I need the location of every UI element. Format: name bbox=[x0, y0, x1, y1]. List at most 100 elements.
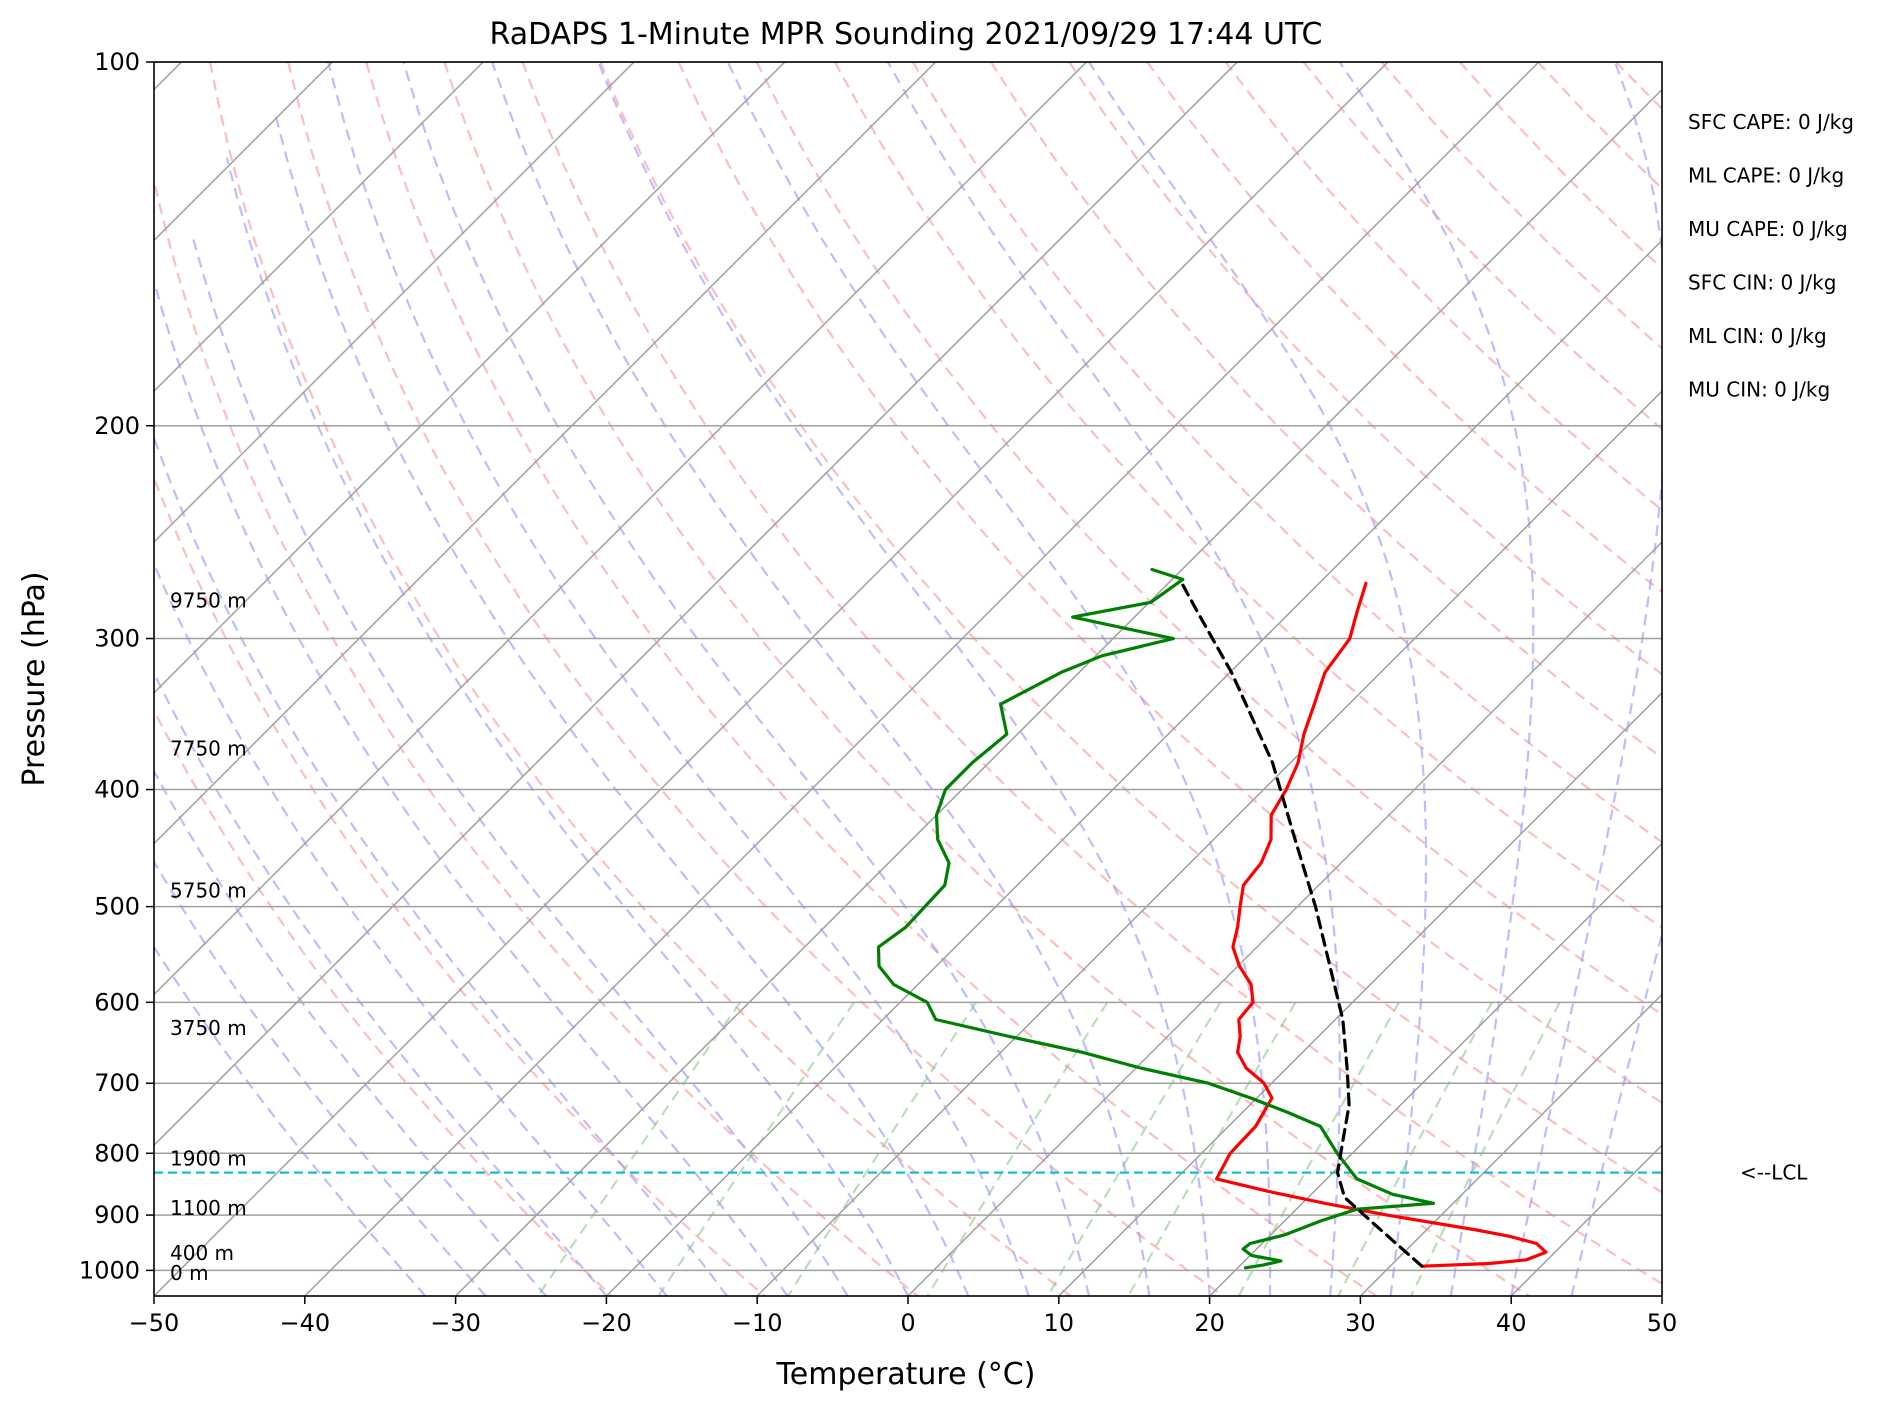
moist-adiabat-line bbox=[1338, 62, 1535, 1296]
moist-adiabat-line bbox=[273, 111, 970, 1296]
stability-index-text: ML CAPE: 0 J/kg bbox=[1688, 164, 1844, 188]
x-tick-label: −40 bbox=[279, 1309, 330, 1337]
moist-adiabat-line bbox=[154, 434, 728, 1296]
y-axis-label: Pressure (hPa) bbox=[17, 571, 52, 786]
x-tick-label: 20 bbox=[1194, 1309, 1225, 1337]
moist-adiabat-line bbox=[192, 238, 849, 1296]
dry-adiabat-line bbox=[755, 62, 1662, 1016]
isotherm-line bbox=[1359, 993, 1662, 1296]
dry-adiabat-line bbox=[287, 62, 1225, 1296]
y-tick-label: 200 bbox=[94, 412, 140, 440]
isotherm-line bbox=[154, 62, 937, 845]
y-tick-label: 400 bbox=[94, 776, 140, 804]
chart-title: RaDAPS 1-Minute MPR Sounding 2021/09/29 … bbox=[490, 17, 1323, 52]
x-axis-ticks: −50 −40 −30 −20 −10 0 10 20 30 40 50 bbox=[129, 1296, 1678, 1337]
dry-adiabat-line bbox=[154, 175, 919, 1296]
height-label: 400 m bbox=[170, 1241, 234, 1265]
isotherm-line bbox=[1209, 842, 1662, 1296]
isotherm-line bbox=[756, 390, 1662, 1296]
profile-lines bbox=[876, 567, 1548, 1270]
dry-adiabat-line bbox=[990, 62, 1662, 760]
mixing-ratio-line bbox=[1410, 1001, 1561, 1296]
moist-adiabat-line bbox=[154, 670, 608, 1296]
x-tick-label: −30 bbox=[430, 1309, 481, 1337]
stability-index-text: MU CAPE: 0 J/kg bbox=[1688, 217, 1848, 241]
isotherm-line bbox=[154, 62, 1238, 1147]
isotherm-line bbox=[154, 62, 786, 694]
height-label: 3750 m bbox=[170, 1016, 247, 1040]
dry-adiabat-line bbox=[599, 62, 1662, 1194]
height-labels: 9750 m 7750 m 5750 m 3750 m 1900 m 1100 m 400 … bbox=[170, 588, 247, 1285]
stability-indices: SFC CAPE: 0 J/kg ML CAPE: 0 J/kg MU CAPE: … bbox=[1688, 110, 1854, 402]
isotherm-line bbox=[154, 62, 1087, 996]
y-tick-label: 100 bbox=[94, 48, 140, 76]
stability-index-text: SFC CIN: 0 J/kg bbox=[1688, 271, 1836, 295]
height-label: 0 m bbox=[170, 1261, 209, 1285]
moist-adiabat-line bbox=[154, 944, 427, 1296]
isotherm-line bbox=[455, 88, 1662, 1296]
moist-adiabat-line bbox=[1570, 929, 1662, 1296]
y-tick-label: 600 bbox=[94, 988, 140, 1016]
y-axis-ticks: 100 200 300 400 500 600 700 800 900 1000 bbox=[79, 48, 154, 1284]
stability-index-text: MU CIN: 0 J/kg bbox=[1688, 378, 1830, 402]
mixing-ratio-line bbox=[1127, 1001, 1297, 1296]
dry-adiabat-line bbox=[677, 62, 1662, 1104]
isotherm-line bbox=[154, 62, 484, 393]
x-tick-label: −10 bbox=[732, 1309, 783, 1337]
isotherm-line bbox=[605, 239, 1662, 1296]
height-label: 1100 m bbox=[170, 1196, 247, 1220]
moist-adiabat-line bbox=[1087, 62, 1428, 1296]
moist-adiabat-line bbox=[491, 62, 1151, 1296]
mixing-ratio-line bbox=[536, 1001, 742, 1296]
x-tick-label: 40 bbox=[1496, 1309, 1527, 1337]
y-tick-label: 700 bbox=[94, 1069, 140, 1097]
height-label: 1900 m bbox=[170, 1147, 247, 1171]
x-tick-label: 10 bbox=[1044, 1309, 1075, 1337]
dewpoint-line bbox=[876, 567, 1436, 1270]
mixing-ratio-line bbox=[657, 1001, 855, 1296]
x-tick-label: 50 bbox=[1647, 1309, 1678, 1337]
y-tick-label: 1000 bbox=[79, 1256, 140, 1284]
dry-adiabat-line bbox=[443, 62, 1530, 1296]
stability-index-text: SFC CAPE: 0 J/kg bbox=[1688, 110, 1854, 134]
x-tick-label: −20 bbox=[581, 1309, 632, 1337]
parcel-line bbox=[1178, 577, 1424, 1268]
dry-adiabat-line bbox=[365, 62, 1378, 1296]
moist-adiabat-line bbox=[154, 768, 547, 1296]
stability-index-text: ML CIN: 0 J/kg bbox=[1688, 324, 1827, 348]
y-tick-label: 500 bbox=[94, 893, 140, 921]
height-label: 9750 m bbox=[170, 588, 247, 612]
y-tick-label: 900 bbox=[94, 1201, 140, 1229]
x-tick-label: −50 bbox=[129, 1309, 180, 1337]
x-tick-label: 0 bbox=[900, 1309, 915, 1337]
dry-adiabat-line bbox=[1146, 62, 1662, 594]
lcl-label: <--LCL bbox=[1740, 1161, 1808, 1185]
x-tick-label: 30 bbox=[1345, 1309, 1376, 1337]
background-lines bbox=[154, 62, 1662, 1296]
moist-adiabat-line bbox=[597, 62, 1211, 1296]
isotherm-line bbox=[154, 62, 635, 544]
isotherm-line bbox=[154, 62, 1389, 1296]
mixing-ratio-line bbox=[926, 1001, 1109, 1296]
mixing-ratio-line bbox=[787, 1001, 978, 1296]
dry-adiabat-line bbox=[154, 708, 613, 1296]
height-label: 7750 m bbox=[170, 737, 247, 761]
x-axis-label: Temperature (°C) bbox=[776, 1357, 1036, 1392]
isotherm-line bbox=[907, 540, 1662, 1296]
mixing-ratio-line bbox=[1337, 1001, 1493, 1296]
y-tick-label: 800 bbox=[94, 1139, 140, 1167]
isotherm-line bbox=[304, 62, 1540, 1296]
isotherm-line bbox=[1058, 691, 1662, 1296]
moist-adiabat-line bbox=[402, 62, 1091, 1296]
dry-adiabat-line bbox=[1068, 62, 1662, 676]
dry-adiabat-line bbox=[154, 475, 766, 1296]
moist-adiabat-line bbox=[154, 561, 668, 1296]
moist-adiabat-line bbox=[886, 62, 1341, 1296]
mixing-ratio-line bbox=[1046, 1001, 1222, 1296]
height-label: 5750 m bbox=[170, 879, 247, 903]
moist-adiabat-line bbox=[327, 62, 1030, 1296]
y-tick-label: 300 bbox=[94, 625, 140, 653]
temperature-line bbox=[1215, 581, 1548, 1268]
moist-adiabat-line bbox=[225, 157, 909, 1296]
